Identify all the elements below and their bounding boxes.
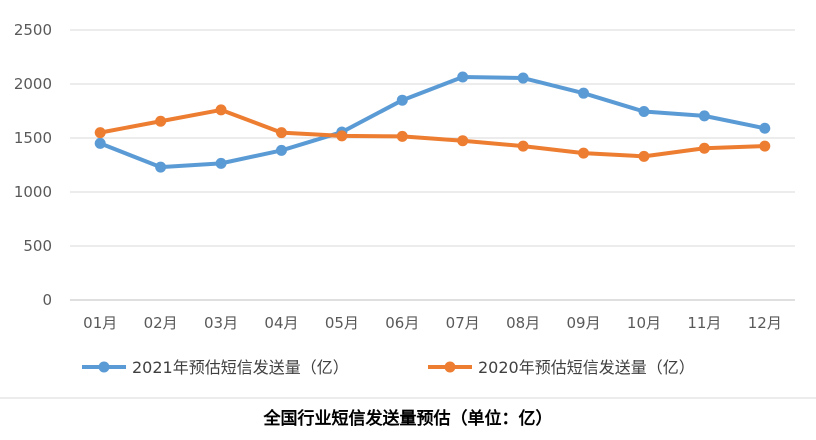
legend-label: 2021年预估短信发送量（亿） (132, 358, 349, 377)
data-point (698, 110, 710, 122)
y-axis-ticks: 0 500 1000 1500 2000 2500 (14, 21, 52, 309)
x-tick-label: 09月 (566, 314, 600, 332)
legend-item-2: 2020年预估短信发送量（亿） (428, 358, 695, 377)
x-tick-label: 01月 (83, 314, 117, 332)
data-point (638, 106, 650, 118)
legend-marker (98, 361, 110, 373)
data-point (275, 127, 287, 139)
legend-item-1: 2021年预估短信发送量（亿） (82, 358, 349, 377)
y-tick-label: 500 (23, 237, 52, 255)
data-point (155, 161, 167, 173)
data-point (275, 144, 287, 156)
data-point (94, 137, 106, 149)
data-point (638, 150, 650, 162)
x-tick-label: 12月 (748, 314, 782, 332)
series-line (98, 74, 767, 170)
data-point (759, 140, 771, 152)
data-point (396, 130, 408, 142)
data-point (457, 135, 469, 147)
data-point (396, 94, 408, 106)
y-tick-label: 2500 (14, 21, 52, 39)
data-point (155, 115, 167, 127)
x-tick-label: 11月 (687, 314, 721, 332)
legend-marker (444, 361, 456, 373)
series-2 (94, 104, 771, 162)
legend: 2021年预估短信发送量（亿） 2020年预估短信发送量（亿） (82, 358, 695, 377)
data-point (517, 72, 529, 84)
x-tick-label: 08月 (506, 314, 540, 332)
x-tick-label: 10月 (627, 314, 661, 332)
legend-label: 2020年预估短信发送量（亿） (478, 358, 695, 377)
data-point (517, 140, 529, 152)
data-point (698, 142, 710, 154)
y-tick-label: 2000 (14, 75, 52, 93)
x-tick-label: 02月 (144, 314, 178, 332)
series-1 (94, 71, 771, 173)
data-point (215, 157, 227, 169)
series-line (98, 107, 767, 159)
x-tick-label: 03月 (204, 314, 238, 332)
data-point (336, 130, 348, 142)
y-tick-label: 0 (42, 291, 52, 309)
data-point (215, 104, 227, 116)
x-tick-label: 06月 (385, 314, 419, 332)
data-point (457, 71, 469, 83)
y-tick-label: 1500 (14, 129, 52, 147)
data-point (94, 127, 106, 139)
data-point (759, 122, 771, 134)
x-tick-label: 05月 (325, 314, 359, 332)
chart-title: 全国行业短信发送量预估（单位：亿） (263, 408, 553, 429)
data-point (578, 87, 590, 99)
data-point (578, 147, 590, 159)
series-lines (94, 71, 771, 173)
x-tick-label: 07月 (446, 314, 480, 332)
x-tick-label: 04月 (264, 314, 298, 332)
x-axis-ticks: 01月 02月 03月 04月 05月 06月 07月 08月 09月 10月 11月 12月 (83, 314, 782, 332)
y-tick-label: 1000 (14, 183, 52, 201)
grid-lines (70, 29, 795, 301)
